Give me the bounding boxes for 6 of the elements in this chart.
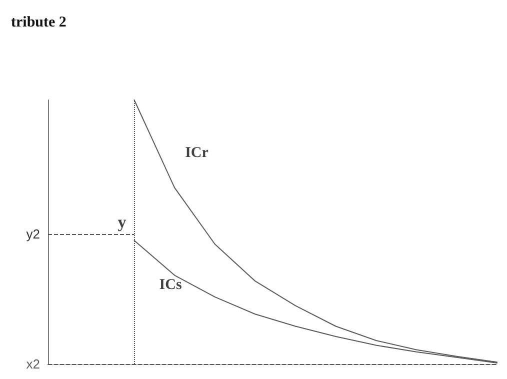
annotation: y xyxy=(118,212,127,232)
text: x2 xyxy=(26,356,40,372)
text: tribute 2 xyxy=(11,14,66,30)
ref-line-label: y2 xyxy=(26,226,40,242)
series-label: ICr xyxy=(185,144,209,161)
series-label: ICs xyxy=(159,276,182,293)
